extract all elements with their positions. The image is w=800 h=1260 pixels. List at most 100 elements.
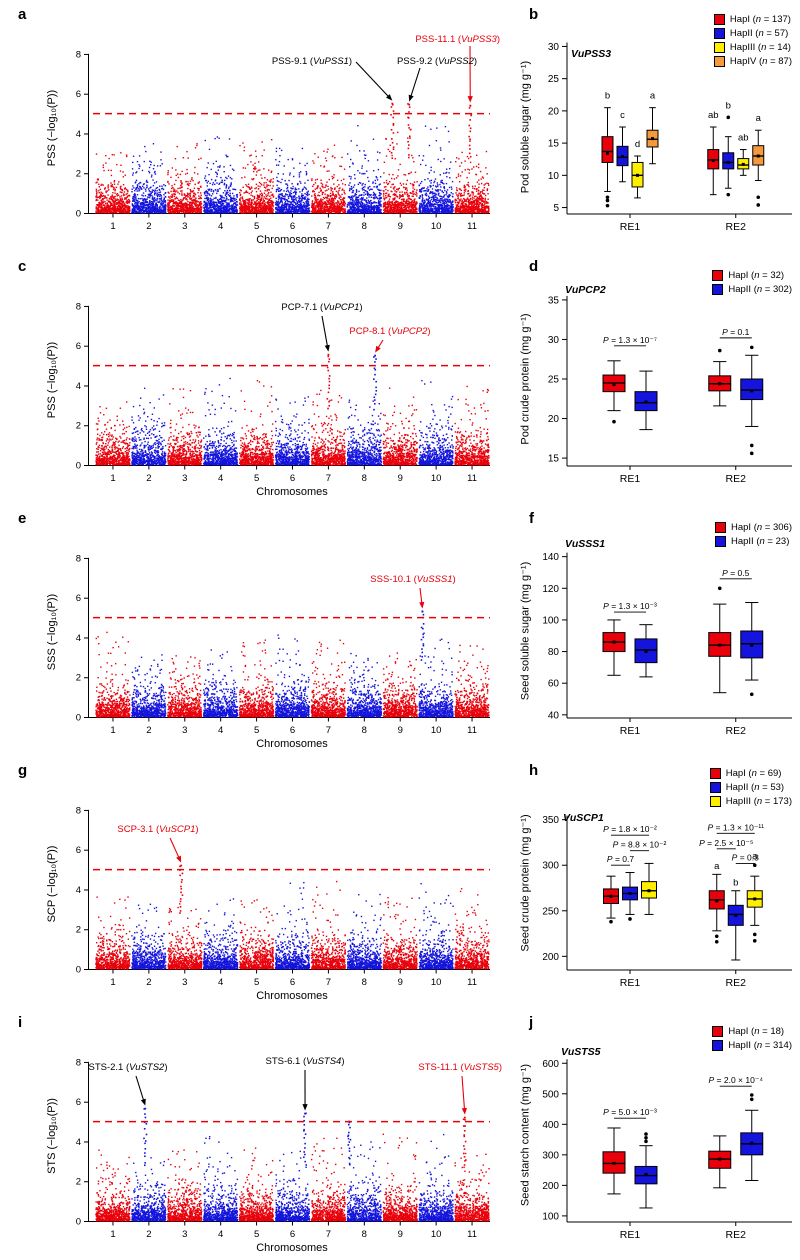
mean-marker bbox=[644, 1172, 648, 1176]
boxplot-panel-h: 200 250 300 350 RE1 RE2 a b a P = 0.7 P = 8.8 × 10… bbox=[505, 756, 800, 1008]
x-tick-label: RE1 bbox=[620, 1229, 641, 1241]
peak-annotation: PCP-8.1 (VuPCP2) bbox=[349, 326, 431, 337]
y-axis-label: SCP (−log₁₀(P)) bbox=[46, 845, 58, 923]
outlier-dot bbox=[609, 919, 613, 924]
box bbox=[722, 152, 735, 170]
boxplot-panel-j: 100 200 300 400 500 600 RE1 RE2 P = 5.0 × 10⁻³ P … bbox=[505, 1008, 800, 1260]
figure-row-5: i STS (−log₁₀(P)) Chromosomes STS-2.1 (V… bbox=[0, 1008, 800, 1260]
significance-letter: a bbox=[756, 113, 762, 124]
manhattan-scatter-canvas bbox=[0, 1008, 505, 1260]
manhattan-scatter-canvas bbox=[0, 0, 505, 252]
outlier-dot bbox=[726, 192, 731, 197]
figure-row-4: g SCP (−log₁₀(P)) Chromosomes SCP-3.1 (V… bbox=[0, 756, 800, 1008]
x-tick-label: RE2 bbox=[726, 977, 747, 989]
outlier-dot bbox=[752, 863, 757, 868]
panel-label: d bbox=[529, 258, 539, 275]
manhattan-panel-g: g SCP (−log₁₀(P)) Chromosomes SCP-3.1 (V… bbox=[0, 756, 505, 1008]
legend-swatch bbox=[713, 28, 725, 39]
figure-row-3: e SSS (−log₁₀(P)) Chromosomes SSS-10.1 (… bbox=[0, 504, 800, 756]
legend: HapI (n = 18) HapII (n = 314) bbox=[712, 1026, 792, 1054]
manhattan-panel-a: a PSS (−log₁₀(P)) Chromosomes PSS-9.1 (V… bbox=[0, 0, 505, 252]
legend-label: HapI (n = 137) bbox=[729, 14, 791, 25]
mean-marker bbox=[718, 382, 722, 386]
legend-item: HapII (n = 53) bbox=[709, 782, 792, 793]
legend-swatch bbox=[712, 1026, 724, 1037]
outlier-dot bbox=[749, 1097, 754, 1102]
y-axis-label: SSS (−log₁₀(P)) bbox=[46, 593, 58, 671]
y-tick-label: 20 bbox=[548, 414, 560, 425]
mean-marker bbox=[750, 389, 754, 393]
peak-annotation: SCP-3.1 (VuSCP1) bbox=[117, 824, 199, 835]
y-tick-label: 25 bbox=[548, 74, 560, 85]
y-tick-label: 30 bbox=[548, 335, 560, 346]
outlier-dot bbox=[628, 917, 632, 921]
x-tick-label: RE1 bbox=[620, 725, 641, 737]
pvalue-label: P = 1.3 × 10⁻⁷ bbox=[603, 335, 657, 345]
y-axis-label: Seed starch content (mg g⁻¹) bbox=[519, 1063, 532, 1207]
legend-label: HapIII (n = 173) bbox=[725, 796, 792, 807]
outlier-dot bbox=[605, 203, 610, 208]
mean-marker bbox=[734, 913, 738, 917]
manhattan-scatter-canvas bbox=[0, 504, 505, 756]
significance-letter: ab bbox=[708, 110, 719, 121]
mean-marker bbox=[621, 155, 624, 159]
outlier-dot bbox=[752, 939, 757, 943]
legend-swatch bbox=[709, 782, 721, 793]
pvalue-label: P = 1.3 × 10⁻³ bbox=[603, 601, 657, 611]
manhattan-panel-c: c PSS (−log₁₀(P)) Chromosomes PCP-7.1 (V… bbox=[0, 252, 505, 504]
mean-marker bbox=[651, 137, 654, 141]
peak-annotation: SSS-10.1 (VuSSS1) bbox=[370, 574, 456, 585]
legend-label: HapI (n = 18) bbox=[728, 1026, 785, 1037]
mean-marker bbox=[718, 643, 722, 647]
mean-marker bbox=[750, 1141, 754, 1145]
panel-label: g bbox=[18, 762, 28, 779]
figure-row-2: c PSS (−log₁₀(P)) Chromosomes PCP-7.1 (V… bbox=[0, 252, 800, 504]
outlier-dot bbox=[644, 1139, 648, 1144]
boxplot-svg: 200 250 300 350 RE1 RE2 a b a P = 0.7 P = 8.8 × 10… bbox=[542, 815, 792, 989]
outlier-dot bbox=[749, 443, 754, 448]
x-tick-label: RE1 bbox=[620, 977, 641, 989]
x-axis-label: Chromosomes bbox=[256, 234, 328, 246]
y-tick-label: 15 bbox=[548, 454, 560, 465]
x-axis-label: Chromosomes bbox=[256, 1242, 328, 1254]
outlier-dot bbox=[717, 348, 722, 353]
manhattan-panel-i: i STS (−log₁₀(P)) Chromosomes STS-2.1 (V… bbox=[0, 1008, 505, 1260]
legend: HapI (n = 306) HapII (n = 23) bbox=[714, 522, 792, 550]
legend-item: HapIV (n = 87) bbox=[713, 56, 792, 67]
mean-marker bbox=[609, 894, 613, 898]
mean-marker bbox=[612, 1161, 616, 1165]
peak-annotation: PSS-9.1 (VuPSS1) bbox=[271, 56, 352, 67]
y-tick-label: 120 bbox=[542, 584, 559, 595]
x-tick-label: RE2 bbox=[726, 221, 747, 233]
panel-label: a bbox=[18, 6, 27, 23]
y-tick-label: 600 bbox=[542, 1059, 559, 1070]
legend-item: HapIII (n = 14) bbox=[713, 42, 792, 53]
x-tick-label: RE2 bbox=[726, 725, 747, 737]
legend-item: HapI (n = 32) bbox=[712, 270, 792, 281]
mean-marker bbox=[715, 899, 719, 903]
legend-item: HapII (n = 314) bbox=[712, 1040, 792, 1051]
mean-marker bbox=[726, 160, 730, 164]
mean-marker bbox=[612, 383, 616, 387]
y-tick-label: 60 bbox=[548, 679, 560, 690]
gene-label: VuSCP1 bbox=[563, 812, 604, 824]
y-tick-label: 10 bbox=[548, 171, 560, 182]
y-axis-label: PSS (−log₁₀(P)) bbox=[46, 89, 58, 167]
legend-swatch bbox=[713, 14, 725, 25]
mean-marker bbox=[612, 640, 616, 644]
y-tick-label: 200 bbox=[542, 1181, 559, 1192]
box bbox=[601, 136, 614, 163]
legend-swatch bbox=[713, 56, 725, 67]
legend-item: HapI (n = 18) bbox=[712, 1026, 792, 1037]
outlier-dot bbox=[605, 195, 610, 200]
peak-annotation: STS-11.1 (VuSTS5) bbox=[418, 1062, 502, 1073]
panel-label: f bbox=[529, 510, 534, 527]
significance-letter: b bbox=[605, 91, 610, 102]
significance-letter: c bbox=[620, 110, 625, 121]
legend-label: HapII (n = 57) bbox=[729, 28, 789, 39]
x-axis-label: Chromosomes bbox=[256, 486, 328, 498]
legend-label: HapIII (n = 14) bbox=[729, 42, 791, 53]
legend-swatch bbox=[712, 1040, 724, 1051]
x-axis-label: Chromosomes bbox=[256, 738, 328, 750]
legend-item: HapIII (n = 173) bbox=[709, 796, 792, 807]
